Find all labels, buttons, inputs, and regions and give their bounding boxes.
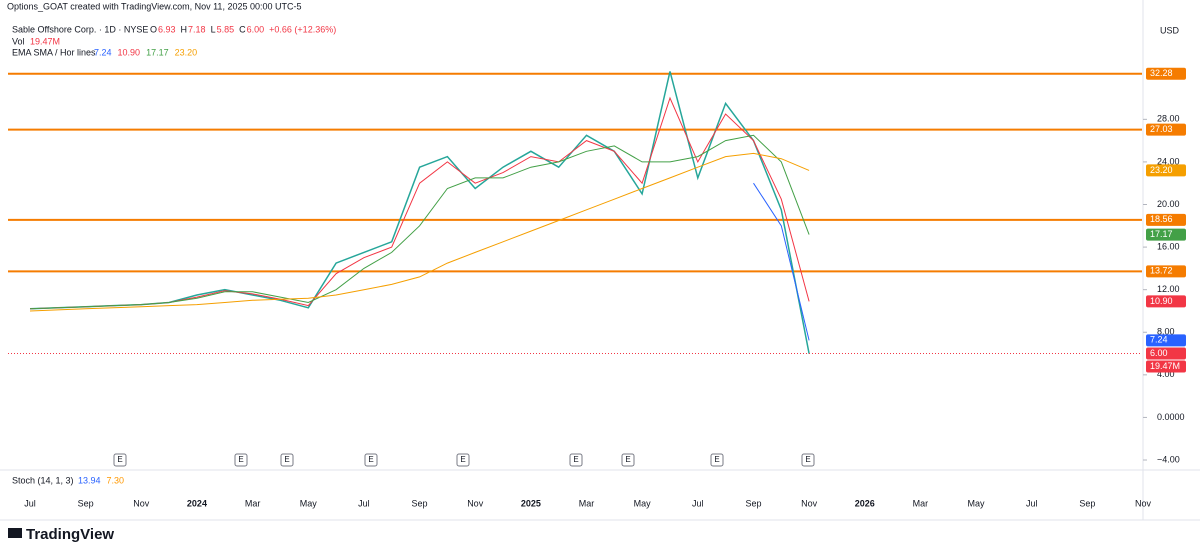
event-marker-box: [456, 453, 470, 467]
x-tick-label: Mar: [245, 498, 261, 508]
hline-badge: 27.03: [1150, 124, 1173, 134]
ohlc-key: C: [239, 24, 246, 34]
stoch-value: 13.94: [78, 475, 101, 485]
ma-badge-bg: [1146, 334, 1186, 347]
x-tick-label: Sep: [412, 498, 428, 508]
event-marker-box: [801, 453, 815, 467]
event-marker-box: [364, 453, 378, 467]
event-marker-box: [621, 453, 635, 467]
symbol-title: Sable Offshore Corp. · 1D · NYSE: [12, 24, 148, 34]
logo-mark: [8, 528, 22, 538]
ma-value: 7.24: [94, 47, 112, 57]
y-tick-label: 20.00: [1157, 199, 1180, 209]
ma-badge: 17.17: [1150, 229, 1173, 239]
event-marker: E: [284, 455, 289, 464]
x-tick-label: Jul: [1026, 498, 1038, 508]
hline-badge: 32.28: [1150, 68, 1173, 78]
y-tick-label: −4.00: [1157, 454, 1180, 464]
x-tick-label: Nov: [1135, 498, 1152, 508]
credit: Options_GOAT created with TradingView.co…: [7, 1, 301, 11]
hline-badge-bg: [1146, 265, 1186, 278]
ohlc-value: 5.85: [217, 24, 235, 34]
x-tick-label: Jul: [692, 498, 704, 508]
hline-badge-bg: [1146, 67, 1186, 80]
volume-value: 19.47M: [30, 36, 60, 46]
event-marker-box: [280, 453, 294, 467]
event-marker: E: [117, 455, 122, 464]
y-tick-label: 4.00: [1157, 369, 1175, 379]
x-tick-label: Jul: [358, 498, 370, 508]
ohlc-key: L: [211, 24, 216, 34]
stoch-label: Stoch (14, 1, 3): [12, 475, 74, 485]
event-marker: E: [368, 455, 373, 464]
ohlc-value: 6.93: [158, 24, 176, 34]
volume-key: Vol: [12, 36, 25, 46]
x-tick-label: Mar: [579, 498, 595, 508]
ohlc-value: 6.00: [247, 24, 265, 34]
x-tick-label: Mar: [913, 498, 929, 508]
ma-badge: 23.20: [1150, 165, 1173, 175]
event-marker-box: [710, 453, 724, 467]
x-tick-label: May: [634, 498, 652, 508]
price-badge: 6.00: [1150, 348, 1168, 358]
hline-badge: 18.56: [1150, 214, 1173, 224]
logo: TradingView: [8, 526, 114, 543]
x-tick-label: Sep: [78, 498, 94, 508]
ma-value: 17.17: [146, 47, 169, 57]
ma-badge: 7.24: [1150, 335, 1168, 345]
event-marker: E: [573, 455, 578, 464]
ma-badge: 10.90: [1150, 296, 1173, 306]
y-tick-label: 0.0000: [1157, 412, 1185, 422]
event-marker: E: [805, 455, 810, 464]
event-marker: E: [238, 455, 243, 464]
x-tick-label: Nov: [133, 498, 150, 508]
y-tick-label: 8.00: [1157, 327, 1175, 337]
moving-average: [29, 152, 810, 312]
x-tick-label: Jul: [24, 498, 36, 508]
ma-badge-bg: [1146, 164, 1186, 177]
y-tick-label: 28.00: [1157, 114, 1180, 124]
x-tick-label: 2026: [855, 498, 875, 508]
moving-average: [753, 182, 810, 341]
event-marker-box: [569, 453, 583, 467]
price-badge-bg: [1146, 347, 1186, 360]
hline-badge: 13.72: [1150, 266, 1173, 276]
x-tick-label: Sep: [745, 498, 761, 508]
ma-value: 23.20: [175, 47, 198, 57]
x-tick-label: May: [968, 498, 986, 508]
x-tick-label: Nov: [801, 498, 818, 508]
x-tick-label: Nov: [467, 498, 484, 508]
ma-badge-bg: [1146, 228, 1186, 241]
x-tick-label: 2024: [187, 498, 207, 508]
ohlc-value: 7.18: [188, 24, 206, 34]
hline-badge-bg: [1146, 213, 1186, 226]
y-tick-label: 12.00: [1157, 284, 1180, 294]
brand: TradingView: [26, 526, 114, 543]
ma-legend: EMA SMA / Hor lines: [12, 47, 96, 57]
stoch-value: 7.30: [107, 475, 125, 485]
event-marker: E: [625, 455, 630, 464]
x-tick-label: 2025: [521, 498, 541, 508]
event-marker-box: [234, 453, 248, 467]
ma-badge-bg: [1146, 295, 1186, 308]
event-marker-box: [113, 453, 127, 467]
x-tick-label: Sep: [1079, 498, 1095, 508]
event-marker: E: [460, 455, 465, 464]
moving-average: [29, 134, 810, 310]
ohlc-key: H: [181, 24, 188, 34]
currency: USD: [1160, 25, 1180, 35]
event-marker: E: [714, 455, 719, 464]
change: +0.66 (+12.36%): [269, 24, 336, 34]
y-tick-label: 24.00: [1157, 156, 1180, 166]
volume-badge-bg: [1146, 360, 1186, 373]
x-tick-label: May: [300, 498, 318, 508]
ma-value: 10.90: [118, 47, 141, 57]
volume-badge: 19.47M: [1150, 361, 1180, 371]
ohlc-key: O: [150, 24, 157, 34]
y-tick-label: 16.00: [1157, 241, 1180, 251]
hline-badge-bg: [1146, 123, 1186, 136]
